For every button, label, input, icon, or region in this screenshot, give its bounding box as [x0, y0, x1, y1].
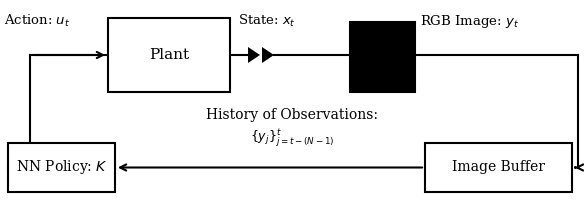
Text: RGB Image: $y_t$: RGB Image: $y_t$: [420, 13, 519, 30]
Text: Action: $u_t$: Action: $u_t$: [4, 13, 70, 29]
Polygon shape: [248, 47, 260, 63]
Polygon shape: [262, 47, 274, 63]
Text: NN Policy: $K$: NN Policy: $K$: [16, 158, 107, 176]
Text: State: $x_t$: State: $x_t$: [238, 13, 296, 29]
Bar: [108, 18, 230, 92]
Bar: [350, 22, 415, 92]
Text: History of Observations:: History of Observations:: [206, 108, 378, 122]
Text: Image Buffer: Image Buffer: [452, 160, 545, 174]
Bar: [425, 143, 572, 192]
Bar: [8, 143, 115, 192]
Text: $\{y_j\}_{j=t-(N-1)}^{t}$: $\{y_j\}_{j=t-(N-1)}^{t}$: [250, 128, 334, 149]
Text: Plant: Plant: [149, 48, 189, 62]
